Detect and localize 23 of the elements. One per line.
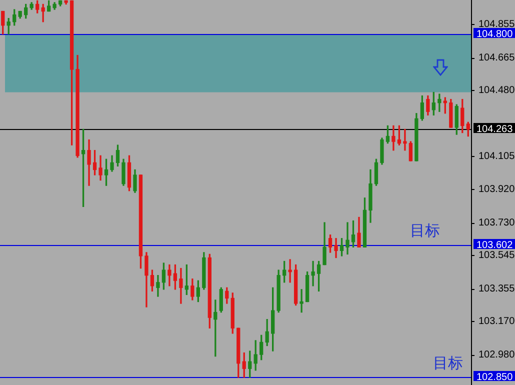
ref-line-label: 103.602: [476, 240, 514, 251]
y-tick-label: 104.855: [478, 19, 515, 30]
candlestick: [403, 128, 407, 151]
y-tick-label: 103.730: [478, 217, 515, 228]
candlestick: [392, 125, 396, 151]
y-tick-label: 104.105: [478, 151, 515, 162]
ref-line-label: 102.850: [476, 372, 514, 383]
candlestick: [41, 4, 45, 22]
y-tick-label: 103.545: [478, 250, 515, 261]
y-tick-label: 103.920: [478, 184, 515, 195]
y-tick-label: 104.665: [478, 52, 515, 64]
y-tick-label: 103.355: [478, 283, 515, 294]
y-tick-label: 103.170: [478, 316, 515, 327]
y-tick-label: 102.980: [478, 349, 515, 360]
ref-line-label: 104.800: [476, 28, 514, 40]
annotation: 目标: [433, 354, 463, 372]
candlestick: [311, 260, 315, 286]
candlestick: [346, 222, 350, 255]
y-tick-label: 104.480: [478, 85, 515, 96]
candlestick: [300, 289, 304, 313]
ref-line-label: 104.263: [476, 124, 514, 135]
annotation: 目标: [410, 221, 440, 240]
candlestick: [288, 259, 292, 283]
